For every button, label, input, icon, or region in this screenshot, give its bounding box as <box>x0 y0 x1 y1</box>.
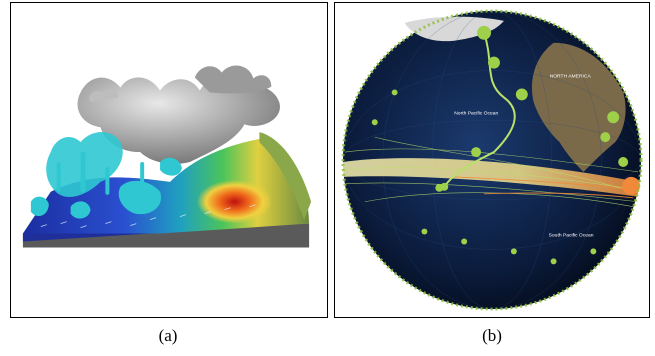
globe-render: North Pacific Ocean NORTH AMERICA South … <box>341 9 643 311</box>
wind-vector-field <box>40 204 256 228</box>
track-nodes <box>371 25 629 265</box>
cyan-isosurfaces <box>30 132 182 219</box>
label-north-pacific: North Pacific Ocean <box>454 110 498 116</box>
mountain-ridge <box>259 132 312 220</box>
typhoon-track <box>443 32 516 188</box>
caption-b: (b) <box>482 326 502 345</box>
terrain-render <box>22 65 312 248</box>
storm-track-band <box>342 136 639 207</box>
cloud-isosurfaces <box>77 65 280 164</box>
terrain-base <box>22 223 310 248</box>
caption-a: (a) <box>158 326 178 345</box>
label-north-america: NORTH AMERICA <box>550 74 592 80</box>
panel-b-globe-visualization: North Pacific Ocean NORTH AMERICA South … <box>334 2 650 318</box>
label-south-pacific: South Pacific Ocean <box>549 233 594 239</box>
warm-node <box>622 176 641 195</box>
track-loops-rim <box>341 9 643 311</box>
terrain-hotspot <box>196 179 273 224</box>
panel-a-terrain-visualization <box>10 2 328 318</box>
